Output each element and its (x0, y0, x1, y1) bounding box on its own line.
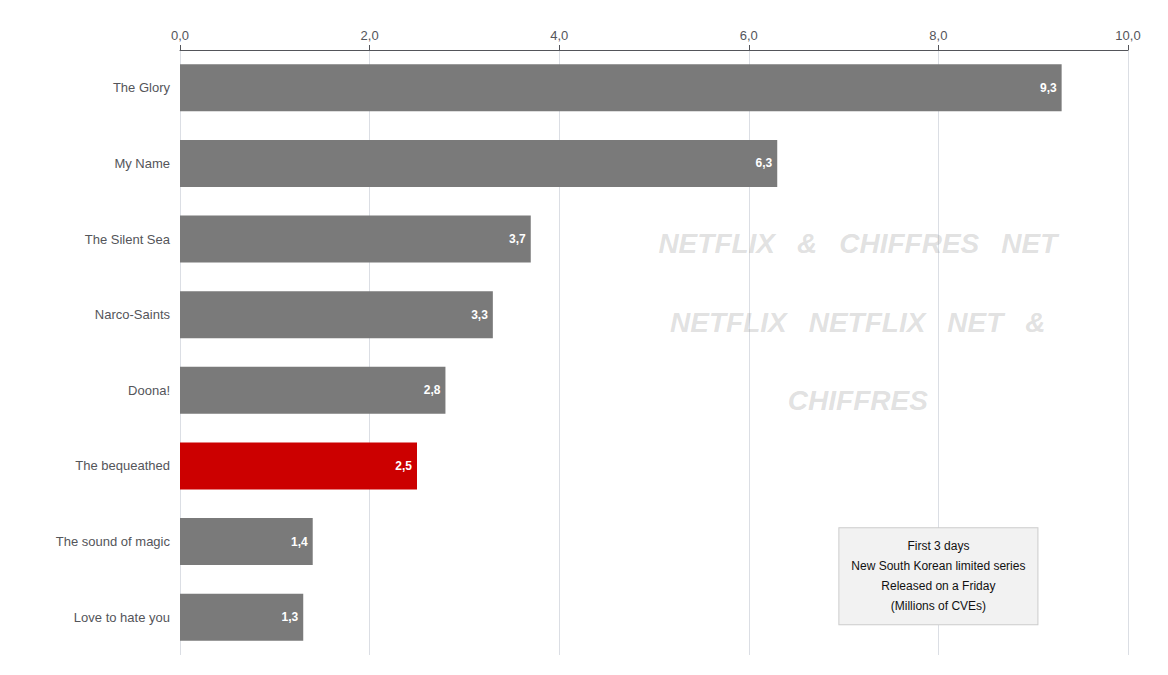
svg-text:8,0: 8,0 (929, 28, 947, 43)
svg-text:2,5: 2,5 (395, 459, 412, 473)
svg-text:New South Korean limited serie: New South Korean limited series (851, 559, 1025, 573)
svg-text:The Silent Sea: The Silent Sea (85, 232, 171, 247)
svg-text:The sound of magic: The sound of magic (56, 534, 171, 549)
svg-text:0,0: 0,0 (171, 28, 189, 43)
svg-text:My Name: My Name (114, 156, 170, 171)
svg-text:4,0: 4,0 (550, 28, 568, 43)
svg-text:3,7: 3,7 (509, 232, 526, 246)
svg-text:First 3 days: First 3 days (907, 539, 969, 553)
svg-text:6,0: 6,0 (740, 28, 758, 43)
svg-text:The bequeathed: The bequeathed (75, 458, 170, 473)
svg-text:Narco-Saints: Narco-Saints (95, 307, 171, 322)
svg-text:1,4: 1,4 (291, 535, 308, 549)
svg-text:1,3: 1,3 (282, 610, 299, 624)
svg-text:2,0: 2,0 (361, 28, 379, 43)
svg-text:Doona!: Doona! (128, 383, 170, 398)
svg-text:(Millions of CVEs): (Millions of CVEs) (891, 599, 986, 613)
svg-text:The Glory: The Glory (113, 80, 171, 95)
svg-text:NETFLIX: NETFLIX (658, 228, 777, 259)
svg-text:3,3: 3,3 (471, 308, 488, 322)
svg-text:6,3: 6,3 (756, 156, 773, 170)
svg-text:NET: NET (947, 307, 1006, 338)
svg-text:NETFLIX: NETFLIX (670, 307, 789, 338)
svg-text:&: & (797, 228, 817, 259)
svg-text:Love to hate you: Love to hate you (74, 610, 170, 625)
svg-text:CHIFFRES: CHIFFRES (788, 385, 928, 416)
svg-text:2,8: 2,8 (424, 383, 441, 397)
svg-text:Released on a Friday: Released on a Friday (881, 579, 995, 593)
svg-text:&: & (1025, 307, 1045, 338)
svg-text:NETFLIX: NETFLIX (809, 307, 928, 338)
svg-text:9,3: 9,3 (1040, 81, 1057, 95)
svg-text:CHIFFRES: CHIFFRES (839, 228, 979, 259)
svg-text:NET: NET (1001, 228, 1060, 259)
svg-text:10,0: 10,0 (1115, 28, 1140, 43)
